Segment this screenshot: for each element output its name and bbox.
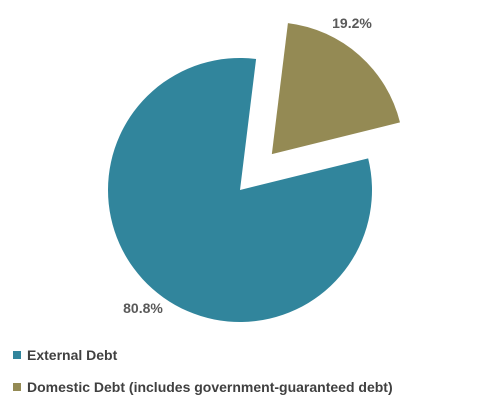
legend-item-domestic-debt: Domestic Debt (includes government-guara… <box>13 378 483 396</box>
legend-swatch-external-debt <box>13 351 21 359</box>
pie-slice-external-debt <box>108 58 373 323</box>
legend: External Debt Domestic Debt (includes go… <box>13 346 483 410</box>
data-label-domestic-debt: 19.2% <box>332 15 372 31</box>
pie-slice-domestic-debt <box>271 23 400 155</box>
legend-label-external-debt: External Debt <box>27 347 118 363</box>
legend-label-domestic-debt: Domestic Debt (includes government-guara… <box>27 379 393 395</box>
legend-swatch-domestic-debt <box>13 383 21 391</box>
data-label-external-debt: 80.8% <box>123 300 163 316</box>
pie-chart: 19.2% 80.8% <box>108 15 400 323</box>
legend-item-external-debt: External Debt <box>13 346 483 364</box>
